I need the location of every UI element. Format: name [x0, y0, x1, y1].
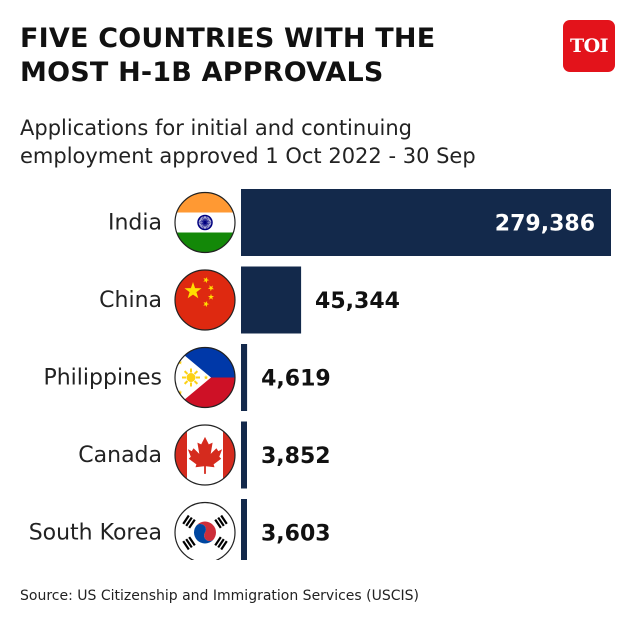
bar-chart: 279,386 India 45,344 China 4,619 Philippines 3… — [29, 189, 611, 560]
flag-outline — [174, 191, 236, 254]
toi-logo: TOI — [563, 20, 615, 72]
category-label: China — [99, 288, 162, 313]
china-flag-icon — [175, 270, 235, 330]
flag-outline — [174, 269, 236, 331]
category-label: South Korea — [29, 521, 162, 546]
flag-outline — [174, 346, 236, 409]
value-label: 3,852 — [261, 444, 331, 469]
value-label: 45,344 — [315, 289, 400, 314]
chart-title: FIVE COUNTRIES WITH THE MOST H-1B APPROV… — [20, 23, 436, 88]
value-label: 279,386 — [495, 212, 595, 237]
bar-china — [241, 266, 302, 334]
category-label: India — [108, 211, 162, 236]
chart-subtitle: Applications for initial and continuing … — [20, 116, 476, 168]
india-flag-icon — [175, 192, 235, 253]
bar-philippines — [241, 344, 248, 411]
logo-text: TOI — [569, 35, 609, 57]
flag-outline — [174, 424, 236, 486]
bar-india — [241, 189, 611, 256]
category-label: Philippines — [43, 366, 162, 391]
bar-canada — [241, 421, 247, 489]
value-label: 4,619 — [261, 367, 331, 392]
south-korea-flag-icon — [175, 502, 235, 560]
flag-outline — [174, 501, 236, 560]
category-label: Canada — [78, 443, 162, 468]
source-note: Source: US Citizenship and Immigration S… — [20, 588, 420, 604]
bar-south-korea — [241, 499, 247, 560]
value-label: 3,603 — [261, 522, 331, 547]
